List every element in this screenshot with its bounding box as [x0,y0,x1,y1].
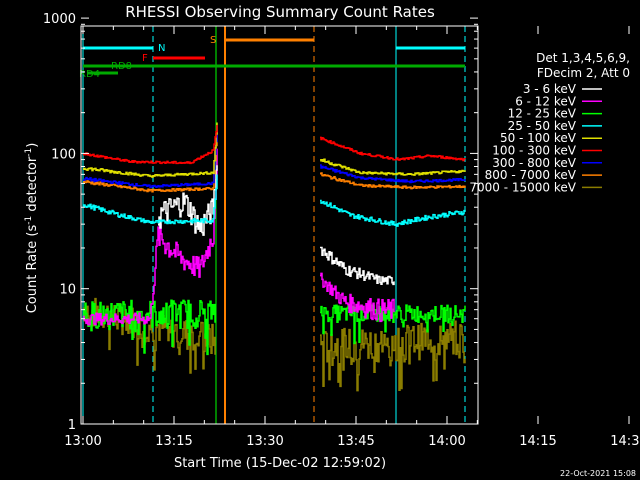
series-12-25-kev-segment-1 [83,299,216,356]
legend-entry-label: 300 - 800 keV [492,156,576,170]
series-7000-15000-kev-segment-2 [320,320,466,392]
footer-date: 22-Oct-2021 15:08 [560,469,636,478]
plot-area: NF S RD8 RD4 [79,26,466,424]
series-800-7000-kev-segment-1 [83,129,218,193]
flag-label: S [210,35,216,46]
x-tick-label: 14:15 [519,434,556,449]
legend: Det 1,3,4,5,6,9, FDecim 2, Att 0 3 - 6 k… [469,51,630,194]
series-3-6-kev-segment-2 [320,246,395,286]
series-50-100-kev-segment-2 [320,158,466,176]
flag-label: N [158,43,165,54]
x-tick-label: 13:15 [155,434,192,449]
plot-frame [80,25,479,425]
flag-label: RD4 [79,69,100,80]
y-axis-label: Count Rate (s-1 detector-1) [24,143,40,314]
series-300-800-kev-segment-2 [320,164,466,184]
legend-entry-label: 50 - 100 keV [500,131,577,145]
y-tick-label: 1000 [43,12,76,27]
x-tick-label: 13:45 [337,434,374,449]
series-800-7000-kev-segment-2 [320,172,466,190]
axes: 13:00 13:15 13:30 13:45 14:00 14:15 14:30 1 10 10… [43,12,640,449]
x-tick-label: 13:00 [64,434,101,449]
series-12-25-kev-segment-2 [320,304,466,345]
series-25-50-kev-segment-2 [320,199,466,227]
legend-entry-label: 12 - 25 keV [508,107,577,121]
legend-entry-label: 6 - 12 keV [515,94,577,108]
y-tick-label: 100 [51,147,76,162]
chart-title: RHESSI Observing Summary Count Rates [125,3,435,21]
series-300-800-kev-segment-1 [83,125,218,189]
series-25-50-kev-segment-1 [83,174,218,225]
x-tick-label: 14:30 [610,434,640,449]
series-100-300-kev-segment-2 [320,136,466,162]
x-tick-label: 13:30 [246,434,283,449]
series-50-100-kev-segment-1 [83,122,218,178]
legend-header-2: FDecim 2, Att 0 [537,66,630,80]
legend-entry-label: 3 - 6 keV [523,82,577,96]
series-6-12-kev-segment-1 [83,148,218,326]
series-7000-15000-kev-segment-1 [83,297,216,374]
y-tick-label: 1 [68,418,76,433]
legend-entry-label: 25 - 50 keV [508,119,577,133]
series-3-6-kev-segment-1 [158,165,218,236]
legend-entry-label: 7000 - 15000 keV [469,180,576,194]
x-axis-label: Start Time (15-Dec-02 12:59:02) [174,456,386,471]
legend-entry-label: 100 - 300 keV [492,144,576,158]
series-100-300-kev-segment-1 [83,125,218,165]
flag-label: RD8 [111,61,132,72]
series-6-12-kev-segment-2 [320,272,395,323]
flag-label: F [142,53,148,64]
y-tick-label: 10 [59,283,76,298]
legend-header-1: Det 1,3,4,5,6,9, [536,51,630,65]
x-tick-label: 14:00 [428,434,465,449]
legend-entry-label: 800 - 7000 keV [485,168,577,182]
